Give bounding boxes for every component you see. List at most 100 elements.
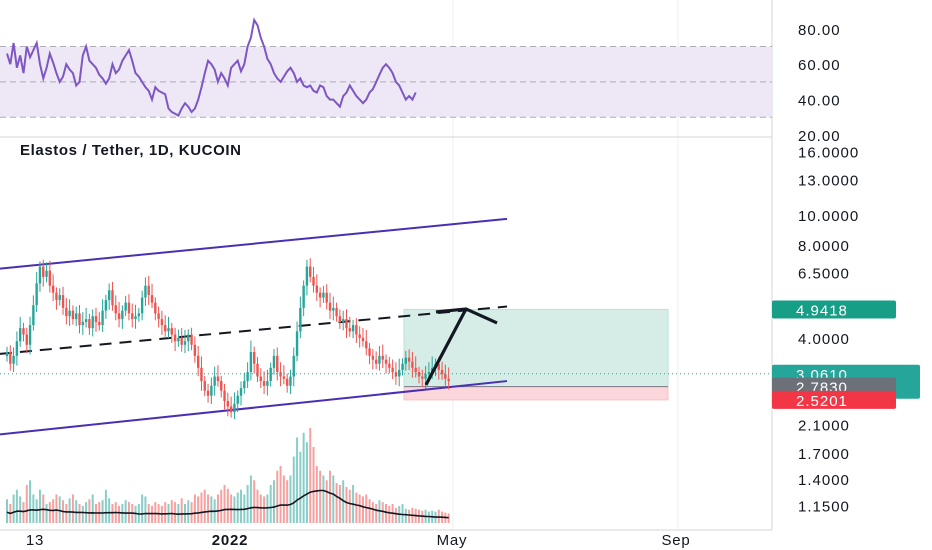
time-tick-label: 13 — [26, 532, 44, 549]
rsi-pane[interactable] — [0, 17, 772, 138]
candle-body — [223, 390, 226, 402]
volume-bar — [246, 485, 249, 523]
volume-bar — [187, 500, 190, 523]
volume-bar — [404, 508, 407, 523]
volume-bars — [6, 428, 450, 523]
projection-arrow[interactable] — [424, 307, 498, 386]
candle-body — [173, 334, 177, 342]
candle-body — [25, 334, 28, 345]
rsi-line — [6, 17, 417, 117]
time-axis[interactable]: 13 2022 May Sep — [26, 532, 691, 549]
volume-bar — [394, 507, 397, 523]
candle-body — [236, 395, 239, 404]
candle-body — [193, 344, 197, 356]
candle-body — [305, 266, 309, 286]
volume-bar — [348, 489, 351, 523]
candle-body — [157, 313, 160, 320]
candle-body — [147, 285, 150, 296]
volume-bar — [65, 504, 68, 523]
volume-bar — [154, 502, 157, 523]
volume-bar — [401, 504, 404, 523]
volume-bar — [371, 502, 374, 523]
volume-bar — [375, 504, 378, 523]
time-tick-label: 2022 — [212, 532, 249, 549]
candle-body — [114, 305, 117, 314]
price-tick-label: 13.0000 — [798, 173, 859, 190]
candle-body — [15, 341, 19, 356]
candle-body — [388, 363, 391, 368]
volume-bar — [286, 480, 289, 523]
candle-body — [38, 266, 42, 284]
candle-body — [437, 363, 440, 370]
parallel-channel[interactable] — [0, 217, 508, 436]
candle-body — [35, 283, 38, 306]
arrow-shaft — [424, 308, 468, 386]
candle-body — [206, 390, 210, 396]
candle-body — [210, 385, 213, 396]
volume-bar — [124, 500, 127, 523]
candle-body — [404, 357, 408, 364]
volume-bar — [118, 505, 121, 523]
volume-bar — [210, 496, 213, 523]
price-tag — [772, 390, 896, 409]
candle-body — [345, 319, 348, 329]
volume-bar — [305, 442, 308, 523]
candle-body — [285, 378, 289, 386]
candle-body — [124, 302, 127, 311]
volume-bar — [48, 502, 51, 523]
volume-bar — [174, 502, 177, 523]
volume-bar — [269, 485, 272, 523]
candle-body — [249, 352, 253, 373]
volume-bar — [104, 489, 107, 523]
volume-bar — [151, 505, 154, 523]
volume-bar — [358, 494, 361, 523]
price-tick-label: 10.0000 — [798, 208, 859, 225]
volume-bar — [368, 499, 371, 523]
volume-bar — [236, 492, 239, 523]
volume-bar — [6, 499, 8, 523]
candle-body — [98, 322, 101, 326]
candle-body — [325, 292, 328, 303]
time-tick-label: Sep — [661, 532, 690, 549]
candle-body — [91, 316, 94, 329]
candle-body — [341, 319, 345, 323]
candle-body — [427, 372, 431, 375]
candle-body — [391, 367, 394, 373]
volume-bar — [345, 486, 348, 523]
candle-body — [88, 319, 91, 329]
candle-body — [292, 355, 295, 377]
rsi-tick-label: 20.00 — [798, 128, 841, 145]
candle-body — [253, 352, 256, 364]
volume-bar — [385, 504, 388, 523]
candle-body — [51, 285, 55, 293]
candle-body — [368, 348, 371, 356]
volume-bar — [266, 494, 269, 523]
candle-body — [424, 374, 427, 379]
volume-bar — [22, 502, 25, 523]
price-axis[interactable]: 20.00 40.00 60.00 80.00 1.1500 1.4000 1.7000 2.… — [798, 22, 859, 515]
candle-body — [160, 319, 164, 326]
candle-body — [338, 316, 342, 323]
candlesticks[interactable] — [0, 258, 772, 420]
volume-bar — [309, 428, 312, 523]
candle-body — [358, 334, 361, 338]
candle-body — [183, 341, 187, 345]
candle-body — [144, 285, 147, 298]
candle-body — [246, 372, 249, 382]
volume-bar — [58, 496, 61, 523]
candle-body — [55, 292, 58, 301]
volume-bar — [315, 466, 318, 523]
volume-bar — [108, 498, 111, 523]
volume-bar — [332, 475, 335, 523]
volume-bar — [55, 494, 58, 523]
candle-body — [32, 305, 35, 326]
volume-bar — [170, 500, 173, 523]
volume-bar — [220, 489, 223, 523]
candle-body — [279, 372, 282, 377]
candle-body — [355, 325, 358, 335]
volume-bar — [276, 470, 279, 523]
volume-bar — [408, 509, 411, 523]
candle-body — [444, 374, 447, 379]
candle-body — [378, 355, 381, 364]
